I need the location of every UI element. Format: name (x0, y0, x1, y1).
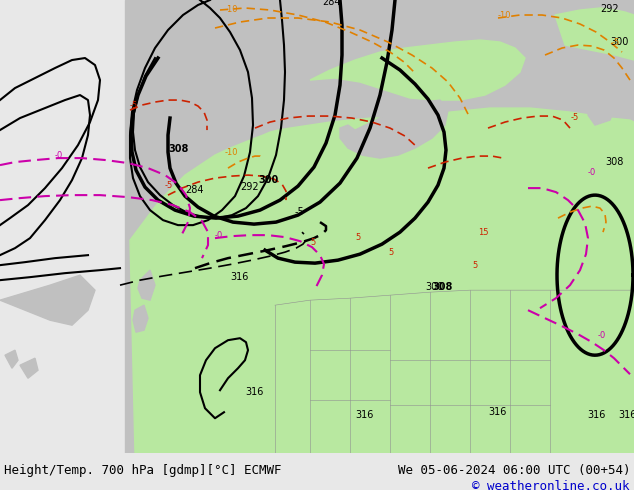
Text: © weatheronline.co.uk: © weatheronline.co.uk (472, 480, 630, 490)
Text: 15: 15 (478, 228, 489, 237)
Text: -0: -0 (55, 151, 63, 160)
Polygon shape (215, 35, 252, 62)
Text: 5: 5 (472, 261, 477, 270)
Text: -5: -5 (295, 207, 305, 217)
Text: -5: -5 (571, 113, 579, 122)
Text: -10: -10 (225, 5, 238, 14)
Polygon shape (5, 350, 18, 368)
Polygon shape (130, 108, 634, 453)
Text: 316: 316 (245, 387, 263, 397)
Polygon shape (588, 95, 615, 125)
Text: 292: 292 (600, 4, 619, 14)
Polygon shape (125, 0, 634, 453)
Text: 308: 308 (168, 144, 188, 154)
Text: 300: 300 (258, 175, 278, 185)
Polygon shape (20, 358, 38, 378)
Text: -10: -10 (498, 11, 512, 20)
Polygon shape (138, 270, 155, 300)
Text: 284: 284 (186, 185, 204, 195)
Polygon shape (260, 42, 295, 72)
Text: 308: 308 (432, 282, 453, 292)
Text: 316: 316 (488, 407, 507, 417)
Polygon shape (310, 40, 525, 100)
Text: -5: -5 (165, 181, 173, 190)
Text: 5: 5 (310, 238, 315, 247)
Polygon shape (340, 100, 448, 158)
Text: 316: 316 (355, 410, 373, 420)
Text: -5: -5 (130, 101, 138, 110)
Text: 300: 300 (610, 37, 628, 47)
Text: 5: 5 (355, 233, 360, 242)
Text: 316: 316 (618, 410, 634, 420)
Text: 300: 300 (425, 282, 443, 292)
Text: -0: -0 (588, 168, 596, 177)
Text: 316: 316 (230, 272, 249, 282)
Polygon shape (568, 75, 595, 102)
Polygon shape (0, 275, 95, 325)
Text: 316: 316 (587, 410, 605, 420)
Text: 284: 284 (322, 0, 340, 7)
Text: 292: 292 (240, 182, 259, 192)
Text: Height/Temp. 700 hPa [gdmp][°C] ECMWF: Height/Temp. 700 hPa [gdmp][°C] ECMWF (4, 464, 281, 477)
Text: -0: -0 (215, 231, 223, 240)
Text: -10: -10 (225, 148, 238, 157)
Text: -5: -5 (612, 38, 620, 47)
Text: 5: 5 (388, 248, 393, 257)
Polygon shape (555, 8, 634, 60)
Text: -0: -0 (598, 331, 606, 340)
Text: 308: 308 (605, 157, 623, 167)
Polygon shape (133, 305, 148, 332)
Text: We 05-06-2024 06:00 UTC (00+54): We 05-06-2024 06:00 UTC (00+54) (398, 464, 630, 477)
